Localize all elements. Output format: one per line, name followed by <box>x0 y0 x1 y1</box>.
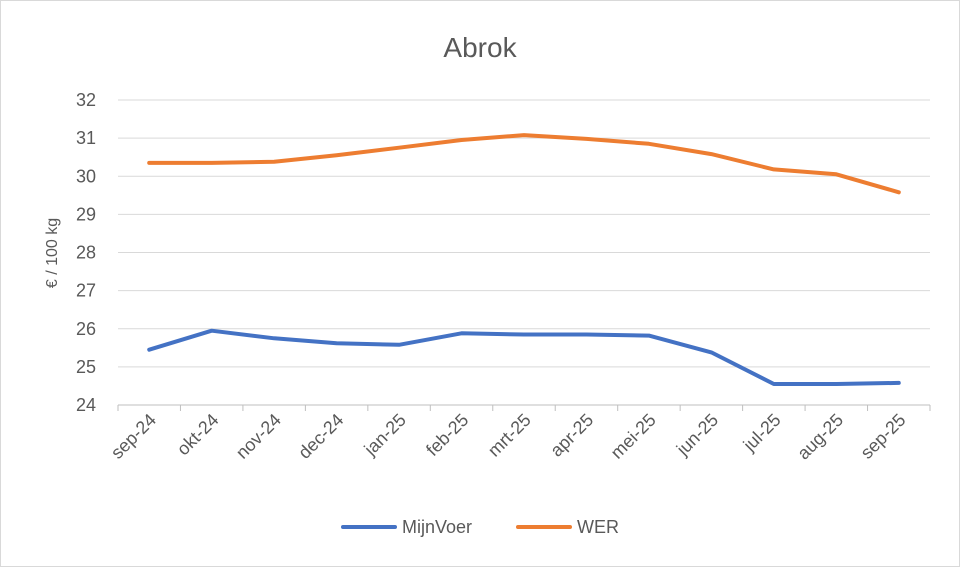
series-line-mijnvoer <box>147 328 901 386</box>
y-axis-label: € / 100 kg <box>44 218 61 288</box>
series-lines <box>147 133 901 386</box>
y-tick-label-25: 25 <box>76 357 96 377</box>
legend-label-mijnvoer: MijnVoer <box>402 517 472 537</box>
x-tick-label-sep-24: sep-24 <box>107 410 160 463</box>
y-tick-label-30: 30 <box>76 166 96 186</box>
x-tick-label-mei-25: mei-25 <box>607 410 660 463</box>
y-tick-label-28: 28 <box>76 243 96 263</box>
x-tick-label-jun-25: jun-25 <box>672 410 722 460</box>
y-tick-label-27: 27 <box>76 281 96 301</box>
x-tick-label-dec-24: dec-24 <box>294 410 347 463</box>
x-tick-label-jul-25: jul-25 <box>739 410 785 456</box>
y-tick-label-31: 31 <box>76 128 96 148</box>
x-tick-label-okt-24: okt-24 <box>173 410 223 460</box>
x-axis: sep-24 okt-24 nov-24 dec-24 jan-25 feb-25 mrt-… <box>107 404 931 464</box>
x-tick-label-apr-25: apr-25 <box>546 410 597 461</box>
legend-label-wer: WER <box>577 517 619 537</box>
x-tick-label-jan-25: jan-25 <box>360 410 410 460</box>
x-tick-label-sep-25: sep-25 <box>857 410 910 463</box>
legend: MijnVoer WER <box>341 517 619 537</box>
y-tick-labels: 24 25 26 27 28 29 30 31 32 <box>76 90 96 415</box>
x-tick-label-mrt-25: mrt-25 <box>484 410 535 461</box>
chart-title: Abrok <box>443 32 517 63</box>
grid <box>118 99 930 368</box>
series-line-wer <box>147 133 901 195</box>
y-tick-label-24: 24 <box>76 395 96 415</box>
y-tick-label-26: 26 <box>76 319 96 339</box>
y-tick-label-29: 29 <box>76 204 96 224</box>
x-tick-label-nov-24: nov-24 <box>232 410 285 463</box>
x-tick-label-feb-25: feb-25 <box>422 410 472 460</box>
y-tick-label-32: 32 <box>76 90 96 110</box>
x-tick-label-aug-25: aug-25 <box>793 410 847 464</box>
